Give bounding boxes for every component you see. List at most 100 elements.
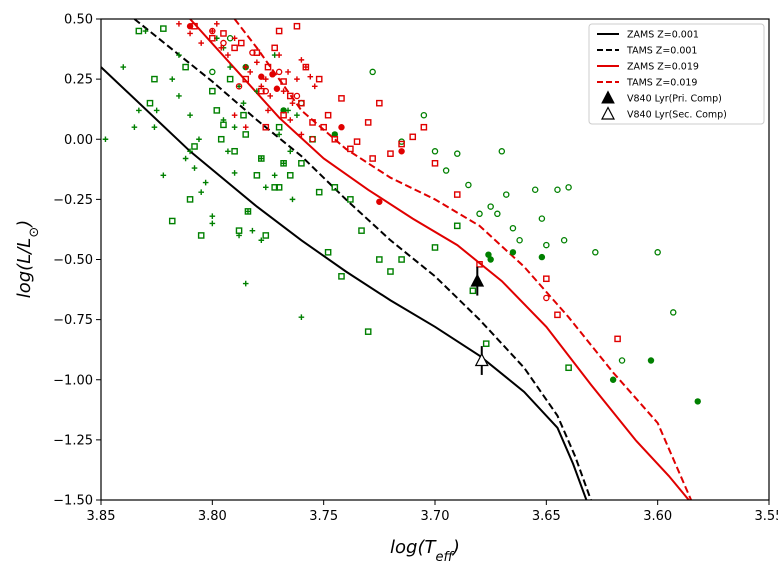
red-open-square-point xyxy=(543,275,550,283)
legend: ZAMS Z=0.001 TAMS Z=0.001 ZAMS Z=0.019 TAMS… xyxy=(588,23,765,125)
green-plus-point xyxy=(191,165,198,171)
green-open-circle-point xyxy=(465,181,472,189)
green-open-circle-point xyxy=(554,186,561,194)
green-plus-point xyxy=(280,160,287,167)
green-plus-point xyxy=(169,76,176,82)
green-open-circle-point xyxy=(670,309,677,316)
red-plus-point xyxy=(298,131,305,138)
red-plus-point xyxy=(276,52,282,58)
green-plus-point xyxy=(151,124,158,131)
green-open-square-point xyxy=(364,328,372,335)
green-open-circle-point xyxy=(560,237,568,244)
y-tick-label: −0.75 xyxy=(53,313,93,328)
red-open-square-point xyxy=(275,27,283,35)
red-open-square-point xyxy=(286,92,294,100)
green-filled-circle-point xyxy=(647,357,655,364)
y-tick-label: −0.25 xyxy=(53,193,93,208)
green-open-square-point xyxy=(275,184,283,191)
red-open-square-point xyxy=(258,87,265,95)
green-open-square-point xyxy=(253,172,261,179)
legend-label: TAMS Z=0.019 xyxy=(626,78,697,89)
target-filled-triangle-marker xyxy=(470,273,485,287)
x-tick-label: 3.70 xyxy=(421,509,450,524)
red-plus-point xyxy=(247,69,253,75)
green-open-circle-point xyxy=(494,210,501,218)
red-open-square-point xyxy=(364,119,372,126)
red-plus-point xyxy=(176,21,182,27)
x-tick-label: 3.80 xyxy=(198,509,227,524)
green-open-circle-point xyxy=(654,249,661,256)
red-plus-point xyxy=(267,93,274,99)
green-plus-point xyxy=(258,237,265,244)
red-open-square-point xyxy=(324,111,332,119)
red-open-square-point xyxy=(331,135,339,143)
x-tick-label: 3.75 xyxy=(309,509,338,524)
red-open-circle-point xyxy=(309,135,316,143)
green-plus-point xyxy=(120,64,127,70)
green-open-square-point xyxy=(151,75,158,83)
red-plus-point xyxy=(198,40,204,46)
red-plus-point xyxy=(280,88,287,94)
green-open-square-point xyxy=(280,159,287,167)
red-plus-point xyxy=(294,76,300,82)
green-filled-circle-point xyxy=(538,253,546,261)
red-plus-point xyxy=(242,64,249,70)
y-tick-label: −1.00 xyxy=(53,373,93,388)
green-open-square-point xyxy=(191,143,198,150)
green-open-square-point xyxy=(217,135,225,143)
green-plus-point xyxy=(262,184,269,191)
green-open-square-point xyxy=(376,256,383,263)
green-open-circle-point xyxy=(454,150,461,157)
red-open-circle-point xyxy=(235,83,243,90)
green-open-square-point xyxy=(135,27,143,35)
green-plus-point xyxy=(131,124,138,131)
red-open-circle-point xyxy=(543,294,550,302)
green-plus-point xyxy=(249,227,256,234)
legend-label: V840 Lyr(Sec. Comp) xyxy=(627,110,727,121)
target-open-triangle-marker xyxy=(474,352,489,367)
red-open-square-point xyxy=(431,159,439,167)
green-plus-point xyxy=(176,93,182,99)
track-line-tams-z-0-019 xyxy=(233,19,693,500)
green-open-square-point xyxy=(398,256,405,263)
red-open-square-point xyxy=(353,138,361,145)
x-tick-label: 3.55 xyxy=(755,509,778,524)
red-open-square-point xyxy=(387,150,394,157)
x-tick-label: 3.60 xyxy=(643,509,672,524)
green-open-square-point xyxy=(271,184,278,191)
red-plus-point xyxy=(187,30,193,37)
x-tick-label: 3.85 xyxy=(87,509,116,524)
red-plus-point xyxy=(287,117,294,123)
green-open-circle-point xyxy=(369,68,376,76)
red-open-square-point xyxy=(280,78,287,85)
green-open-square-point xyxy=(168,217,176,225)
red-open-circle-point xyxy=(293,92,301,100)
green-plus-point xyxy=(289,196,296,203)
green-open-square-point xyxy=(197,232,205,239)
red-plus-point xyxy=(225,52,231,58)
green-open-circle-point xyxy=(531,186,539,194)
green-open-circle-point xyxy=(209,68,216,76)
green-plus-point xyxy=(231,170,238,176)
red-open-square-point xyxy=(369,155,376,162)
green-plus-point xyxy=(271,172,278,179)
red-open-circle-point xyxy=(220,39,227,47)
red-open-square-point xyxy=(315,75,323,83)
green-open-square-point xyxy=(209,87,216,95)
green-open-circle-point xyxy=(516,237,523,244)
y-tick-label: −0.50 xyxy=(53,253,93,268)
green-open-circle-point xyxy=(476,210,483,218)
red-open-square-point xyxy=(614,335,621,343)
green-open-square-point xyxy=(186,196,194,203)
green-open-square-point xyxy=(275,123,283,131)
y-tick-label: 0.25 xyxy=(64,73,93,88)
red-plus-point xyxy=(285,69,291,75)
green-plus-point xyxy=(198,189,204,195)
red-open-square-point xyxy=(309,119,316,126)
x-axis-label: log(Teff) xyxy=(390,537,460,563)
green-open-square-point xyxy=(453,222,461,230)
red-plus-point xyxy=(298,57,305,63)
legend-label: V840 Lyr(Pri. Comp) xyxy=(627,94,722,105)
red-open-square-point xyxy=(253,49,261,56)
red-plus-point xyxy=(289,100,296,106)
